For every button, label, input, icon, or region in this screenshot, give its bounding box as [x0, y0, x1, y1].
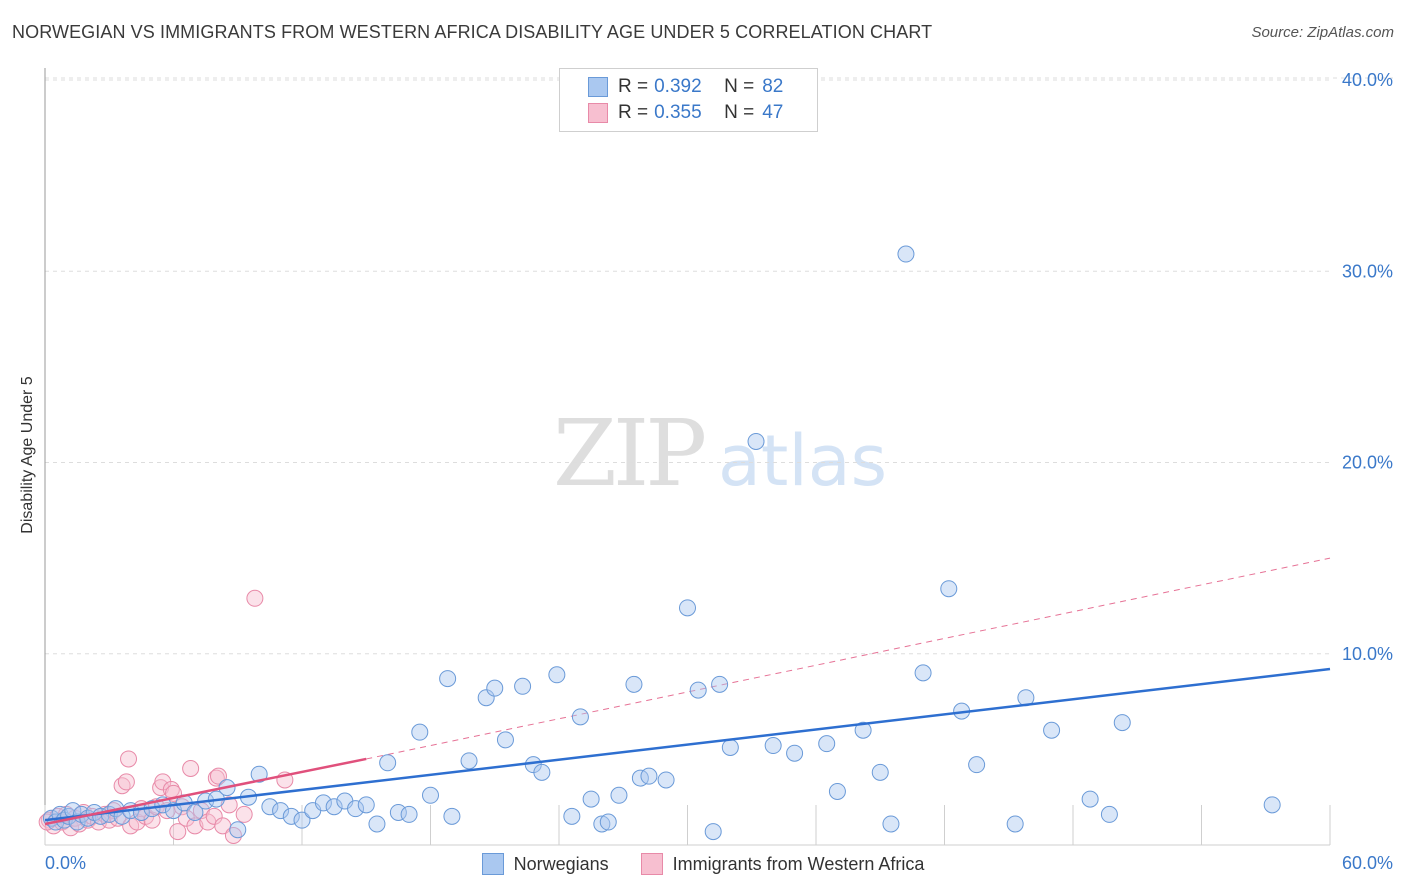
legend-label: Immigrants from Western Africa — [673, 854, 925, 875]
data-point-norwegians — [440, 671, 456, 687]
data-point-norwegians — [680, 600, 696, 616]
legend-swatch-pink — [641, 853, 663, 875]
axes-layer — [45, 68, 1330, 845]
y-tick-label: 30.0% — [1342, 261, 1393, 281]
data-point-norwegians — [969, 757, 985, 773]
data-point-norwegians — [872, 764, 888, 780]
ticks-layer: 10.0% 20.0% 30.0% 40.0% 0.0% 60.0% — [45, 70, 1393, 873]
legend-n-label: N = — [724, 76, 754, 98]
data-point-norwegians — [748, 433, 764, 449]
data-point-immigrants — [236, 806, 252, 822]
data-point-norwegians — [230, 822, 246, 838]
legend-swatch-blue — [588, 77, 608, 97]
data-point-norwegians — [690, 682, 706, 698]
legend-r-value: 0.392 — [654, 76, 724, 98]
data-point-norwegians — [883, 816, 899, 832]
data-point-norwegians — [549, 667, 565, 683]
data-point-norwegians — [564, 808, 580, 824]
stats-legend: R = 0.392 N = 82 R = 0.355 N = 47 — [559, 68, 818, 132]
y-tick-label: 10.0% — [1342, 644, 1393, 664]
data-point-norwegians — [898, 246, 914, 262]
data-point-norwegians — [658, 772, 674, 788]
data-point-norwegians — [423, 787, 439, 803]
data-point-norwegians — [819, 736, 835, 752]
data-point-norwegians — [497, 732, 513, 748]
data-point-norwegians — [787, 745, 803, 761]
trend-layer — [366, 558, 1330, 759]
data-point-norwegians — [722, 739, 738, 755]
legend-item-norwegians[interactable]: Norwegians — [482, 853, 609, 875]
data-point-norwegians — [611, 787, 627, 803]
legend-n-value: 82 — [762, 76, 783, 98]
data-point-norwegians — [369, 816, 385, 832]
data-point-norwegians — [487, 680, 503, 696]
data-point-norwegians — [1101, 806, 1117, 822]
data-point-norwegians — [572, 709, 588, 725]
data-point-norwegians — [829, 783, 845, 799]
data-point-norwegians — [765, 738, 781, 754]
data-point-norwegians — [461, 753, 477, 769]
legend-r-label: R = — [618, 102, 648, 124]
trend-line-immigrants-extension — [366, 558, 1330, 759]
data-point-norwegians — [358, 797, 374, 813]
scatter-chart: 10.0%20.0%30.0%40.0%0.0% 60.0% — [0, 0, 1406, 892]
legend-row-immigrants: R = 0.355 N = 47 — [588, 101, 783, 125]
data-point-immigrants — [247, 590, 263, 606]
data-point-norwegians — [444, 808, 460, 824]
data-point-norwegians — [705, 824, 721, 840]
data-point-immigrants — [121, 751, 137, 767]
grid-layer — [45, 78, 1393, 654]
y-tick-label: 20.0% — [1342, 453, 1393, 473]
legend-swatch-pink — [588, 103, 608, 123]
legend-label: Norwegians — [514, 854, 609, 875]
data-point-norwegians — [941, 581, 957, 597]
legend-item-immigrants[interactable]: Immigrants from Western Africa — [641, 853, 925, 875]
y-tick-label: 40.0% — [1342, 70, 1393, 90]
legend-n-value: 47 — [762, 102, 783, 124]
data-point-norwegians — [600, 814, 616, 830]
data-point-norwegians — [534, 764, 550, 780]
data-point-norwegians — [641, 768, 657, 784]
data-point-norwegians — [401, 806, 417, 822]
data-point-norwegians — [412, 724, 428, 740]
data-point-norwegians — [915, 665, 931, 681]
series-legend: Norwegians Immigrants from Western Afric… — [0, 852, 1406, 876]
data-point-norwegians — [583, 791, 599, 807]
legend-row-norwegians: R = 0.392 N = 82 — [588, 75, 783, 99]
data-point-norwegians — [1082, 791, 1098, 807]
data-point-norwegians — [626, 676, 642, 692]
legend-swatch-blue — [482, 853, 504, 875]
points-layer — [39, 246, 1330, 843]
data-point-norwegians — [712, 676, 728, 692]
data-point-immigrants — [118, 774, 134, 790]
data-point-norwegians — [1264, 797, 1280, 813]
data-point-norwegians — [1114, 715, 1130, 731]
data-point-norwegians — [380, 755, 396, 771]
trend-line-norwegians — [45, 669, 1330, 820]
data-point-norwegians — [1044, 722, 1060, 738]
legend-n-label: N = — [724, 102, 754, 124]
legend-r-label: R = — [618, 76, 648, 98]
data-point-immigrants — [183, 761, 199, 777]
data-point-norwegians — [1007, 816, 1023, 832]
legend-r-value: 0.355 — [654, 102, 724, 124]
data-point-norwegians — [515, 678, 531, 694]
